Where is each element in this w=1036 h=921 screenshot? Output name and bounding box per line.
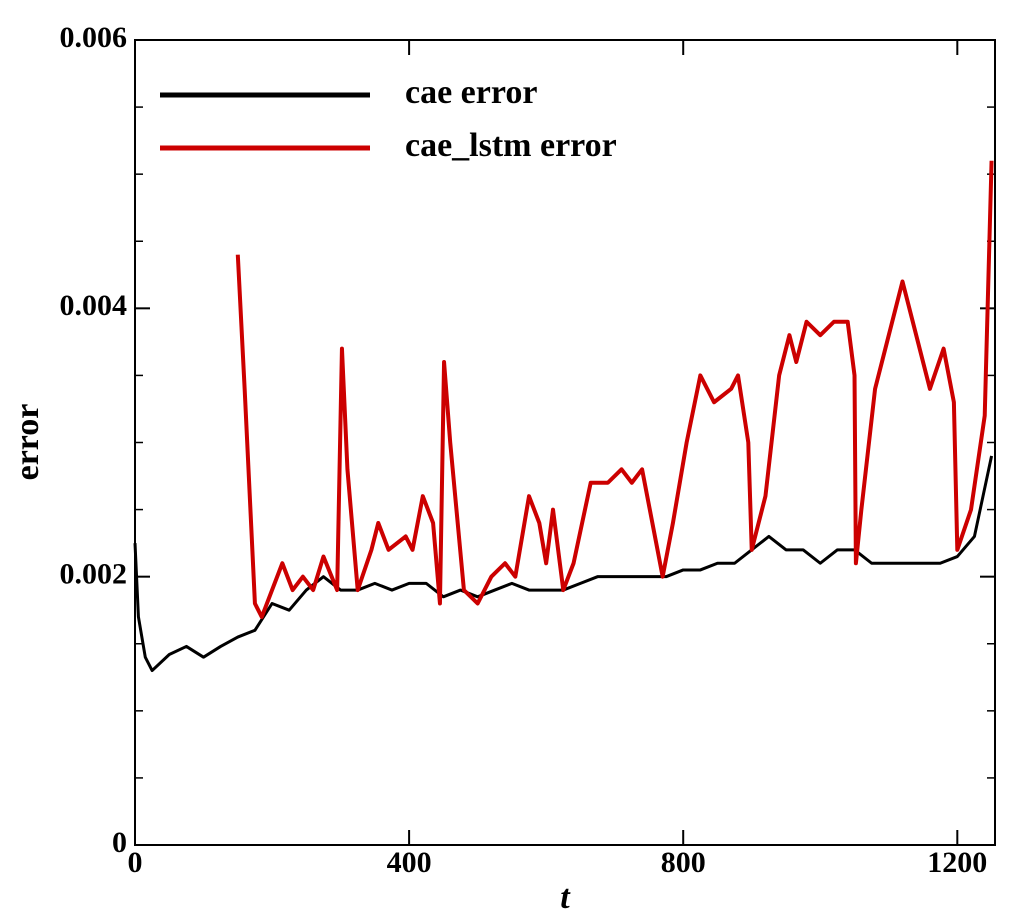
- x-tick-label: 0: [128, 846, 143, 879]
- x-axis-label: t: [560, 879, 571, 916]
- x-tick-label: 800: [661, 846, 706, 879]
- y-axis-label: error: [9, 404, 46, 481]
- y-tick-label: 0.002: [60, 558, 128, 591]
- legend-label: cae error: [405, 74, 537, 111]
- legend-label: cae_lstm error: [405, 127, 617, 164]
- series-line: [235, 160, 994, 619]
- x-tick-label: 400: [387, 846, 432, 879]
- y-tick-label: 0.006: [60, 21, 128, 54]
- y-tick-label: 0: [112, 826, 127, 859]
- y-tick-label: 0.004: [60, 289, 128, 322]
- x-tick-label: 1200: [927, 846, 987, 879]
- series-line: [133, 455, 994, 673]
